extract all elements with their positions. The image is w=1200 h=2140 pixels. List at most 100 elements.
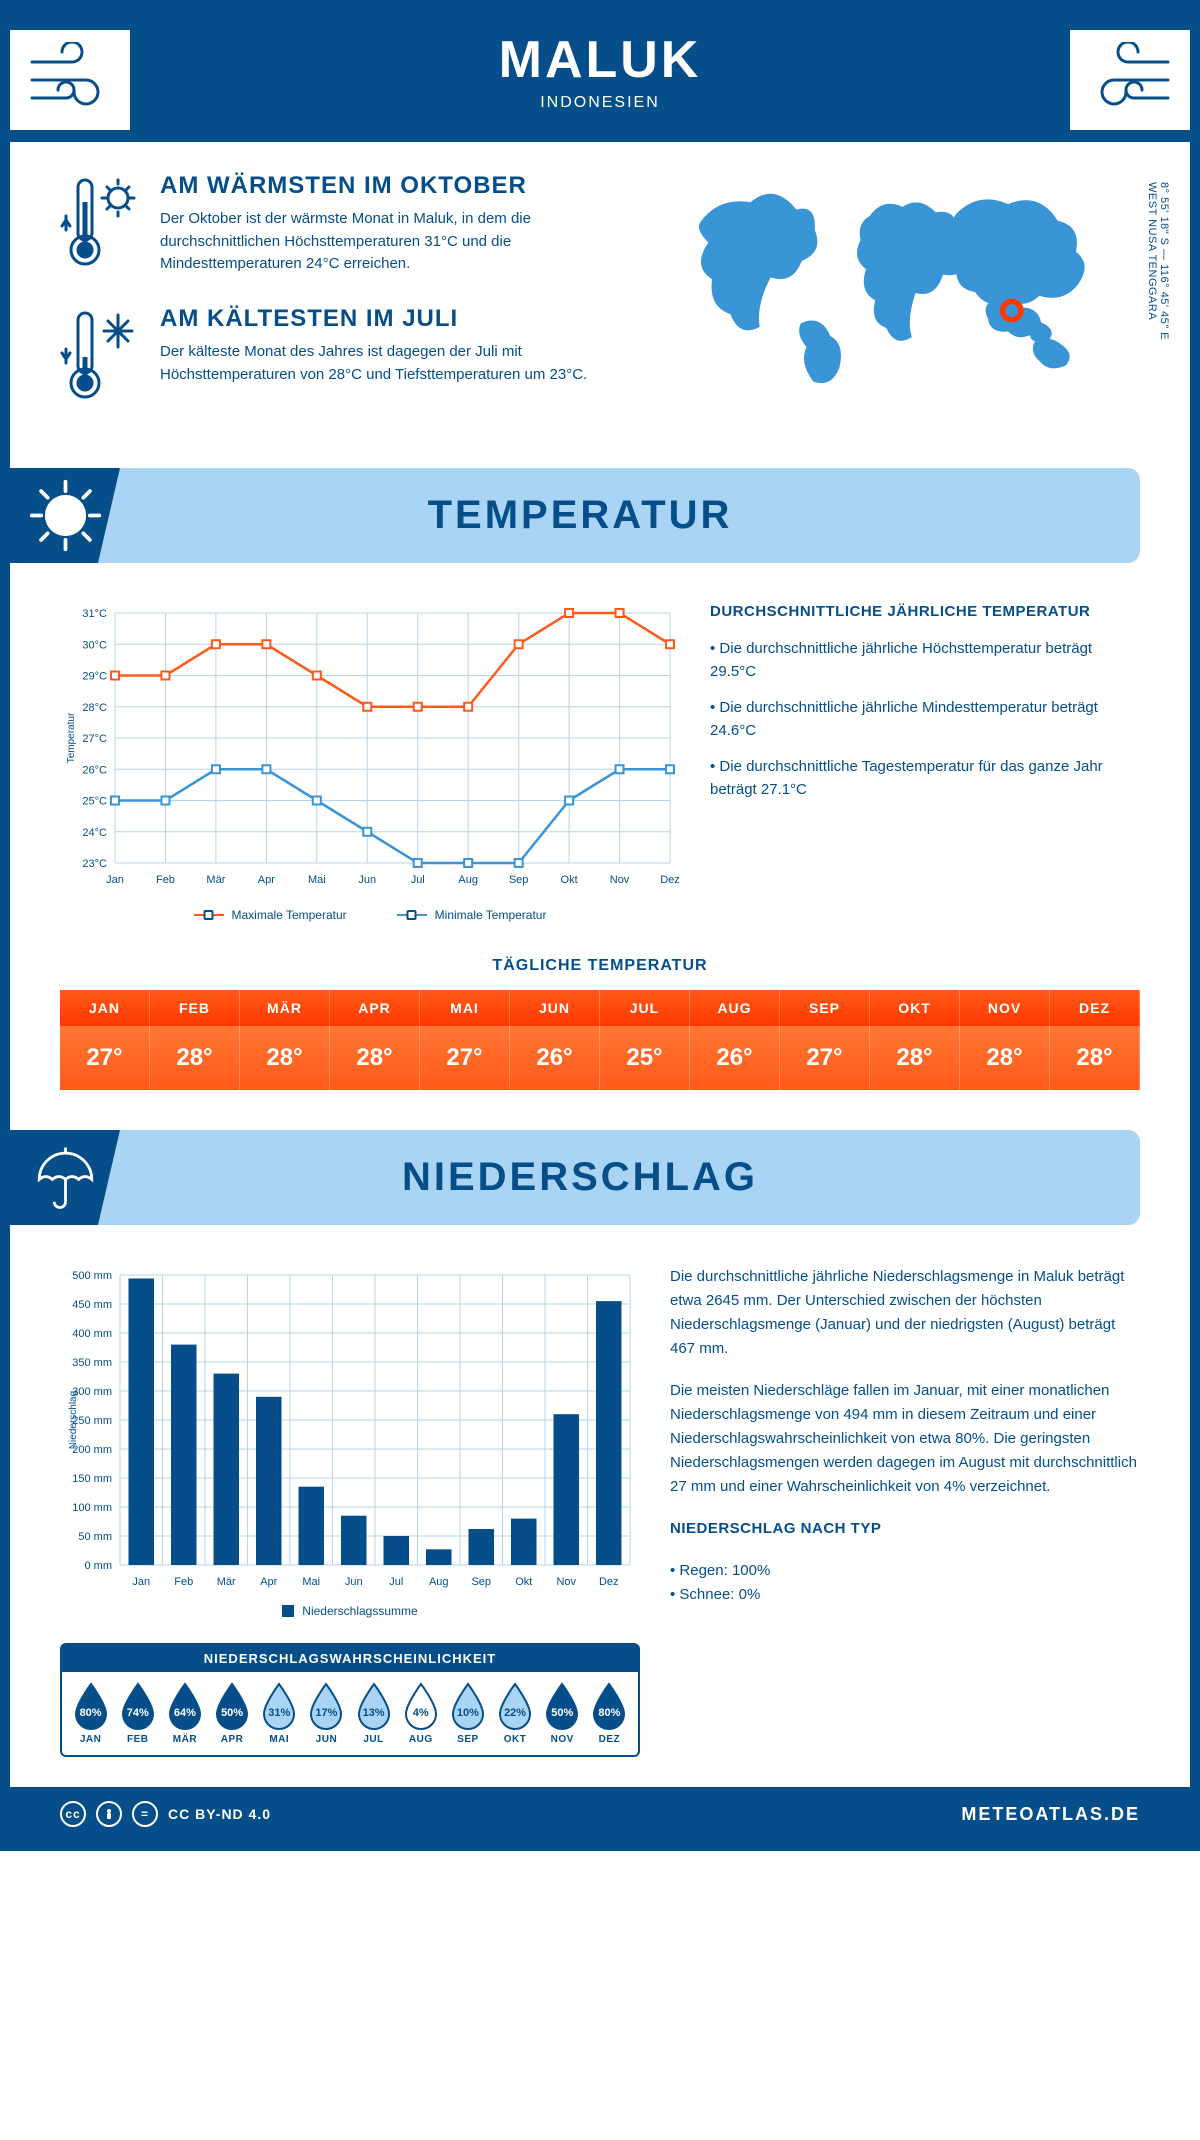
svg-text:500 mm: 500 mm (72, 1270, 112, 1282)
temp-info-b1: • Die durchschnittliche jährliche Höchst… (710, 638, 1140, 683)
daily-value: 28° (330, 1026, 420, 1090)
svg-text:Jun: Jun (358, 874, 376, 886)
svg-text:Nov: Nov (610, 874, 630, 886)
svg-text:0 mm: 0 mm (85, 1560, 113, 1572)
fact-warmest-text: Der Oktober ist der wärmste Monat in Mal… (160, 208, 605, 276)
svg-text:Sep: Sep (509, 874, 529, 886)
svg-text:Mai: Mai (308, 874, 326, 886)
facts-column: AM WÄRMSTEN IM OKTOBER Der Oktober ist d… (60, 172, 605, 438)
daily-head: AUG (690, 990, 780, 1026)
daily-value: 28° (870, 1026, 960, 1090)
temperature-title: TEMPERATUR (120, 493, 1140, 538)
precip-type-snow: • Schnee: 0% (670, 1583, 1140, 1607)
svg-text:31°C: 31°C (82, 608, 107, 620)
daily-head: JUN (510, 990, 600, 1026)
svg-text:Mär: Mär (217, 1576, 236, 1588)
site-name: METEOATLAS.DE (961, 1804, 1140, 1825)
cc-icon: cc (60, 1801, 86, 1827)
svg-text:Jan: Jan (132, 1576, 150, 1588)
svg-text:Sep: Sep (471, 1576, 491, 1588)
svg-text:26°C: 26°C (82, 764, 107, 776)
precipitation-banner: NIEDERSCHLAG (10, 1130, 1140, 1225)
svg-text:400 mm: 400 mm (72, 1328, 112, 1340)
svg-text:Aug: Aug (458, 874, 478, 886)
precipitation-section: 0 mm50 mm100 mm150 mm200 mm250 mm300 mm3… (10, 1245, 1190, 1787)
svg-text:Okt: Okt (561, 874, 578, 886)
license-text: CC BY-ND 4.0 (168, 1806, 271, 1822)
temp-legend: Maximale Temperatur Minimale Temperatur (60, 908, 680, 922)
svg-text:Temperatur: Temperatur (66, 712, 77, 763)
precipitation-title: NIEDERSCHLAG (120, 1155, 1140, 1200)
page-subtitle: INDONESIEN (10, 94, 1190, 112)
precip-type-rain: • Regen: 100% (670, 1559, 1140, 1583)
precipitation-chart: 0 mm50 mm100 mm150 mm200 mm250 mm300 mm3… (60, 1265, 640, 1595)
daily-value: 25° (600, 1026, 690, 1090)
nd-icon: = (132, 1801, 158, 1827)
daily-value: 28° (1050, 1026, 1140, 1090)
svg-text:30°C: 30°C (82, 639, 107, 651)
daily-head: DEZ (1050, 990, 1140, 1026)
svg-text:Apr: Apr (258, 874, 275, 886)
daily-value: 26° (510, 1026, 600, 1090)
daily-value: 28° (150, 1026, 240, 1090)
daily-head: FEB (150, 990, 240, 1026)
svg-text:Okt: Okt (515, 1576, 532, 1588)
svg-text:Mär: Mär (206, 874, 225, 886)
prob-cell: 13% JUL (351, 1682, 396, 1745)
temperature-banner: TEMPERATUR (10, 468, 1140, 563)
fact-coldest: AM KÄLTESTEN IM JULI Der kälteste Monat … (60, 305, 605, 410)
wind-deco-left (10, 30, 130, 130)
daily-head: SEP (780, 990, 870, 1026)
svg-text:23°C: 23°C (82, 858, 107, 870)
svg-text:Feb: Feb (156, 874, 175, 886)
svg-text:Apr: Apr (260, 1576, 277, 1588)
prob-cell: 80% DEZ (587, 1682, 632, 1745)
svg-text:Jan: Jan (106, 874, 124, 886)
prob-cell: 64% MÄR (162, 1682, 207, 1745)
daily-title: TÄGLICHE TEMPERATUR (10, 957, 1190, 975)
daily-head: NOV (960, 990, 1050, 1026)
prob-cell: 17% JUN (304, 1682, 349, 1745)
svg-text:Jun: Jun (345, 1576, 363, 1588)
daily-head: JAN (60, 990, 150, 1026)
daily-value: 27° (780, 1026, 870, 1090)
precip-type-title: NIEDERSCHLAG NACH TYP (670, 1517, 1140, 1541)
svg-text:24°C: 24°C (82, 827, 107, 839)
svg-text:27°C: 27°C (82, 733, 107, 745)
svg-text:Jul: Jul (411, 874, 425, 886)
legend-min-label: Minimale Temperatur (435, 908, 547, 922)
svg-text:100 mm: 100 mm (72, 1502, 112, 1514)
prob-cell: 80% JAN (68, 1682, 113, 1745)
svg-text:350 mm: 350 mm (72, 1357, 112, 1369)
daily-head: MAI (420, 990, 510, 1026)
precip-p2: Die meisten Niederschläge fallen im Janu… (670, 1379, 1140, 1499)
svg-text:Niederschlag: Niederschlag (68, 1391, 79, 1449)
daily-head: MÄR (240, 990, 330, 1026)
by-icon (96, 1801, 122, 1827)
svg-text:150 mm: 150 mm (72, 1473, 112, 1485)
svg-text:Nov: Nov (556, 1576, 576, 1588)
svg-text:Dez: Dez (599, 1576, 619, 1588)
temp-info-title: DURCHSCHNITTLICHE JÄHRLICHE TEMPERATUR (710, 603, 1140, 620)
svg-text:Dez: Dez (660, 874, 680, 886)
prob-cell: 74% FEB (115, 1682, 160, 1745)
prob-cell: 4% AUG (398, 1682, 443, 1745)
thermometer-snow-icon (60, 305, 140, 410)
daily-head: JUL (600, 990, 690, 1026)
sun-icon (10, 468, 120, 563)
daily-value: 28° (960, 1026, 1050, 1090)
coords-latlon: 8° 55' 18" S — 116° 45' 45" E (1158, 182, 1170, 340)
precip-legend: Niederschlagssumme (282, 1604, 417, 1618)
temp-info-b3: • Die durchschnittliche Tagestemperatur … (710, 756, 1140, 801)
daily-head: OKT (870, 990, 960, 1026)
temperature-info: DURCHSCHNITTLICHE JÄHRLICHE TEMPERATUR •… (710, 603, 1140, 922)
legend-max-label: Maximale Temperatur (232, 908, 347, 922)
temperature-section: 23°C24°C25°C26°C27°C28°C29°C30°C31°CJanF… (10, 583, 1190, 932)
daily-value: 27° (60, 1026, 150, 1090)
footer: cc = CC BY-ND 4.0 METEOATLAS.DE (10, 1787, 1190, 1841)
license: cc = CC BY-ND 4.0 (60, 1801, 271, 1827)
fact-warmest: AM WÄRMSTEN IM OKTOBER Der Oktober ist d… (60, 172, 605, 277)
temp-info-b2: • Die durchschnittliche jährliche Mindes… (710, 697, 1140, 742)
prob-cell: 22% OKT (493, 1682, 538, 1745)
precip-legend-label: Niederschlagssumme (302, 1604, 417, 1618)
